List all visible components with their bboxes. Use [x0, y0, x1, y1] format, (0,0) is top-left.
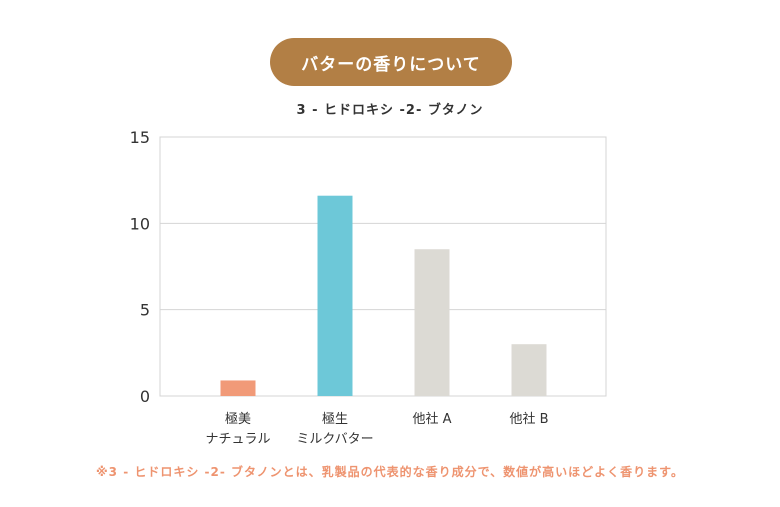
bar-layer — [220, 195, 547, 396]
bar — [220, 380, 256, 396]
footnote: ※3 - ヒドロキシ -2- ブタノンとは、乳製品の代表的な香り成分で、数値が高… — [96, 465, 684, 479]
x-category-label: 極生 — [322, 411, 348, 427]
y-axis-ticks: 0 5 10 15 — [130, 128, 150, 406]
chart-title: 3 - ヒドロキシ -2- ブタノン — [296, 103, 484, 118]
section-title-pill: バターの香りについて — [270, 38, 512, 86]
x-category-label: ミルクバター — [296, 432, 373, 447]
bar — [414, 249, 450, 396]
x-category-label: ナチュラル — [205, 432, 270, 447]
y-tick-label: 15 — [130, 128, 150, 147]
y-tick-label: 10 — [130, 214, 150, 233]
x-category-label: 他社 B — [509, 411, 548, 427]
x-category-label: 極美 — [225, 411, 251, 427]
bar — [317, 195, 353, 396]
section-title: バターの香りについて — [301, 54, 481, 75]
x-category-label: 他社 A — [412, 411, 451, 427]
y-tick-label: 5 — [140, 301, 150, 320]
bar — [511, 344, 547, 396]
y-tick-label: 0 — [140, 387, 150, 406]
